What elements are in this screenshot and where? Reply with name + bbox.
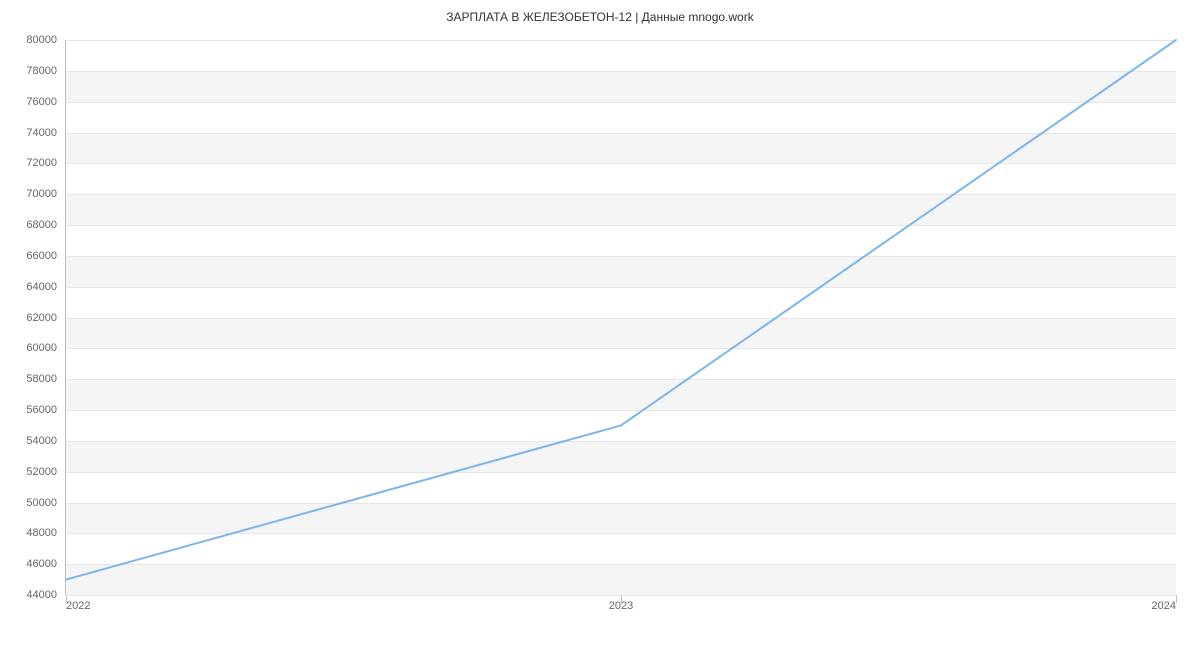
- y-tick-label: 58000: [7, 373, 57, 385]
- chart-container: 4400046000480005000052000540005600058000…: [65, 40, 1175, 595]
- y-tick-label: 54000: [7, 435, 57, 447]
- x-tick-mark: [1176, 595, 1177, 603]
- y-tick-label: 60000: [7, 342, 57, 354]
- y-tick-label: 72000: [7, 157, 57, 169]
- x-tick-label: 2023: [609, 600, 633, 612]
- y-tick-label: 80000: [7, 34, 57, 46]
- y-tick-label: 44000: [7, 589, 57, 601]
- y-tick-label: 46000: [7, 558, 57, 570]
- chart-title: ЗАРПЛАТА В ЖЕЛЕЗОБЕТОН-12 | Данные mnogo…: [0, 0, 1200, 24]
- y-tick-label: 64000: [7, 281, 57, 293]
- y-tick-label: 66000: [7, 250, 57, 262]
- series-line-salary: [66, 40, 1176, 580]
- y-tick-label: 48000: [7, 527, 57, 539]
- y-tick-label: 68000: [7, 219, 57, 231]
- y-tick-label: 50000: [7, 497, 57, 509]
- y-tick-label: 74000: [7, 127, 57, 139]
- line-layer: [66, 40, 1176, 595]
- y-tick-label: 62000: [7, 312, 57, 324]
- y-tick-label: 56000: [7, 404, 57, 416]
- plot-area: 4400046000480005000052000540005600058000…: [65, 40, 1175, 595]
- y-tick-label: 76000: [7, 96, 57, 108]
- y-tick-label: 52000: [7, 466, 57, 478]
- x-tick-label: 2024: [1152, 600, 1176, 612]
- y-tick-label: 78000: [7, 65, 57, 77]
- y-tick-label: 70000: [7, 188, 57, 200]
- x-tick-label: 2022: [66, 600, 90, 612]
